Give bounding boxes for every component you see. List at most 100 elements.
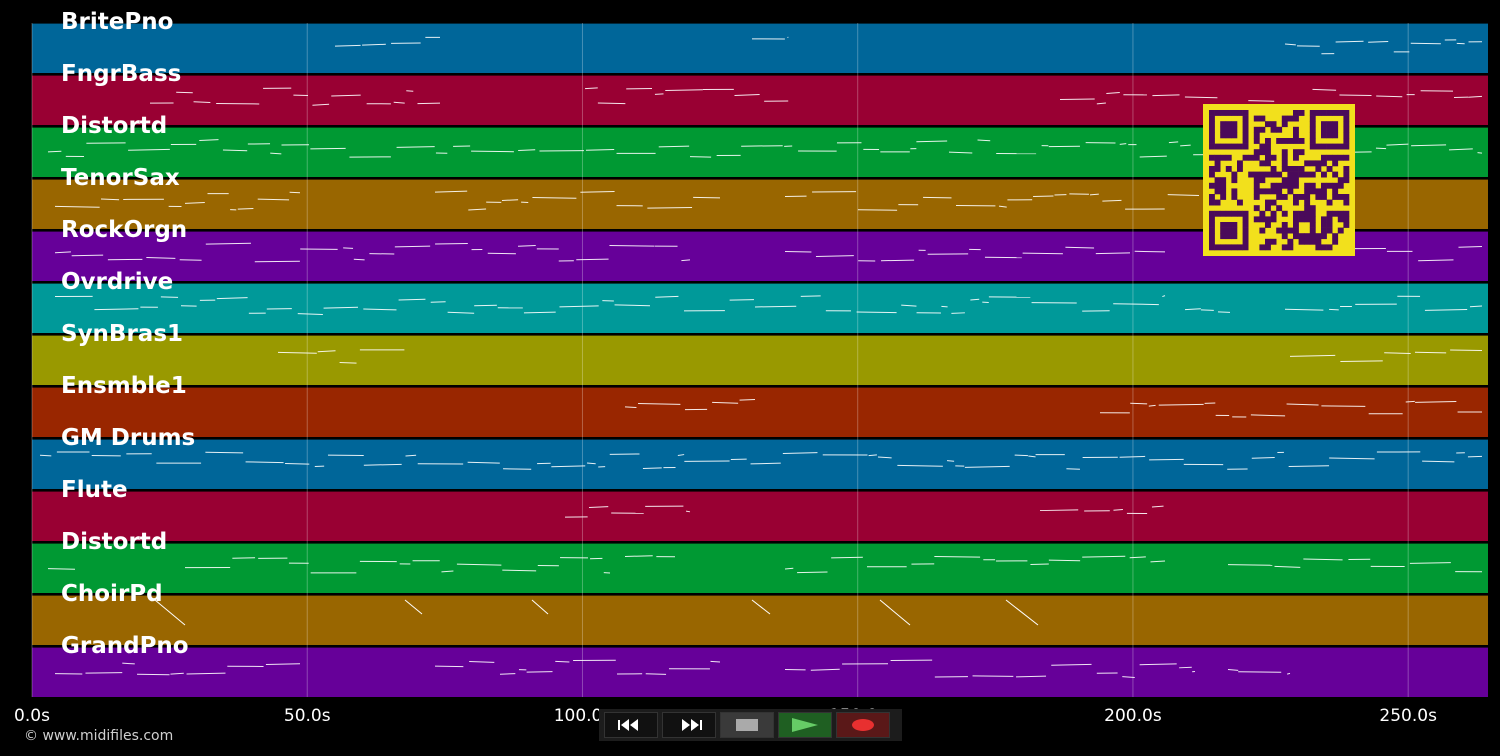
note-stroke [614, 304, 651, 307]
note-stroke [1179, 666, 1192, 669]
note-stroke [946, 460, 955, 462]
record-icon [852, 719, 874, 731]
note-stroke [1016, 675, 1047, 678]
note-stroke [1148, 404, 1156, 407]
track-label: Distortd [61, 529, 168, 555]
note-stroke [897, 464, 943, 467]
track-label: SynBras1 [61, 321, 184, 347]
track-label: GM Drums [61, 425, 196, 451]
transport-controls [599, 709, 902, 741]
note-stroke [1415, 401, 1457, 403]
note-stroke [1162, 295, 1166, 298]
note-stroke [265, 663, 301, 666]
note-stroke [1477, 152, 1483, 154]
note-stroke [693, 196, 721, 199]
note-stroke [624, 406, 637, 408]
track-lane[interactable] [32, 543, 1488, 593]
note-stroke [1468, 95, 1483, 98]
note-stroke [312, 103, 330, 106]
note-stroke [487, 252, 516, 255]
note-stroke [681, 259, 691, 262]
stop-button[interactable] [720, 712, 774, 738]
note-stroke [784, 250, 812, 253]
note-stroke [576, 258, 609, 261]
note-stroke [339, 361, 357, 364]
note-stroke [1048, 559, 1081, 562]
note-stroke [741, 145, 783, 147]
note-stroke [531, 599, 549, 615]
copyright-text: © www.midifiles.com [24, 728, 174, 744]
note-stroke [441, 570, 454, 573]
note-stroke [1368, 40, 1389, 43]
note-stroke [1289, 354, 1336, 357]
note-stroke [1102, 199, 1122, 202]
note-stroke [877, 456, 892, 459]
note-stroke [160, 296, 179, 298]
note-stroke [782, 452, 818, 454]
note-stroke [1158, 403, 1204, 406]
note-stroke [1250, 414, 1286, 417]
note-stroke [1287, 672, 1291, 675]
note-stroke [1168, 141, 1179, 144]
note-stroke [502, 569, 537, 572]
fast-forward-icon [682, 719, 702, 731]
note-stroke [1113, 303, 1159, 306]
note-stroke [474, 304, 497, 307]
note-stroke [685, 510, 691, 513]
note-stroke [170, 672, 184, 675]
note-stroke [1284, 308, 1324, 311]
note-stroke [948, 151, 973, 154]
track-lane[interactable] [32, 387, 1488, 437]
note-stroke [1411, 144, 1447, 147]
note-stroke [1303, 558, 1343, 561]
note-stroke [146, 257, 176, 259]
record-button[interactable] [836, 712, 890, 738]
note-stroke [404, 599, 423, 615]
note-stroke [343, 247, 354, 249]
note-stroke [137, 673, 170, 676]
track-lane[interactable] [32, 23, 1488, 73]
track-lane[interactable] [32, 283, 1488, 333]
note-stroke [523, 311, 556, 314]
note-stroke [734, 93, 760, 96]
time-tick-label: 100.0s [553, 706, 612, 726]
note-stroke [1014, 454, 1028, 457]
note-stroke [1469, 305, 1483, 308]
note-stroke [1227, 669, 1239, 671]
play-icon [792, 718, 818, 732]
note-stroke [1335, 40, 1364, 43]
note-stroke [751, 599, 771, 615]
note-stroke [122, 662, 135, 665]
play-button[interactable] [778, 712, 832, 738]
note-stroke [1286, 403, 1319, 406]
note-stroke [1184, 308, 1201, 311]
note-stroke [1424, 309, 1468, 311]
note-stroke [1167, 194, 1200, 196]
note-stroke [499, 673, 516, 675]
note-stroke [47, 150, 62, 153]
note-stroke [517, 244, 536, 247]
note-stroke [645, 673, 667, 675]
rewind-button[interactable] [604, 712, 658, 738]
note-stroke [237, 208, 254, 210]
track-lane[interactable] [32, 491, 1488, 541]
note-stroke [739, 399, 756, 401]
note-stroke [1375, 147, 1387, 150]
track-lane[interactable] [32, 335, 1488, 385]
note-stroke [831, 556, 863, 559]
note-stroke [184, 202, 205, 204]
note-stroke [1414, 351, 1447, 354]
note-stroke [1251, 456, 1275, 459]
note-stroke [467, 461, 500, 464]
note-stroke [1274, 565, 1301, 568]
fast-forward-button[interactable] [662, 712, 716, 738]
note-stroke [559, 305, 599, 308]
track-lane[interactable] [32, 595, 1488, 645]
note-stroke [624, 555, 653, 557]
note-stroke [609, 244, 655, 247]
note-stroke [1082, 555, 1126, 558]
note-stroke [1384, 352, 1411, 354]
note-stroke [417, 102, 441, 105]
note-stroke [916, 140, 948, 143]
